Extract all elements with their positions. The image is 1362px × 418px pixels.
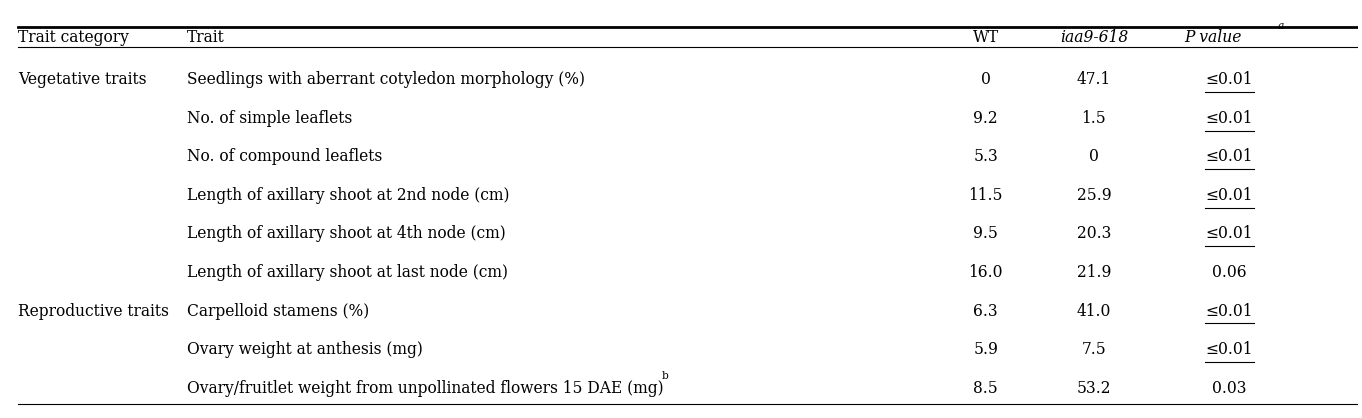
Text: 25.9: 25.9 [1076, 187, 1111, 204]
Text: P value: P value [1185, 29, 1242, 46]
Text: 0.06: 0.06 [1212, 264, 1246, 281]
Text: 47.1: 47.1 [1077, 71, 1111, 89]
Text: 9.2: 9.2 [974, 110, 998, 127]
Text: 0: 0 [1090, 148, 1099, 166]
Text: WT: WT [972, 29, 998, 46]
Text: ≤0.01: ≤0.01 [1205, 71, 1253, 89]
Text: Ovary weight at anthesis (mg): Ovary weight at anthesis (mg) [187, 341, 422, 358]
Text: 11.5: 11.5 [968, 187, 1002, 204]
Text: ≤0.01: ≤0.01 [1205, 225, 1253, 242]
Text: b: b [662, 371, 669, 381]
Text: 6.3: 6.3 [974, 303, 998, 319]
Text: 20.3: 20.3 [1077, 225, 1111, 242]
Text: Vegetative traits: Vegetative traits [18, 71, 146, 89]
Text: No. of simple leaflets: No. of simple leaflets [187, 110, 353, 127]
Text: iaa9-618: iaa9-618 [1060, 29, 1128, 46]
Text: Length of axillary shoot at 2nd node (cm): Length of axillary shoot at 2nd node (cm… [187, 187, 509, 204]
Text: ≤0.01: ≤0.01 [1205, 110, 1253, 127]
Text: Length of axillary shoot at 4th node (cm): Length of axillary shoot at 4th node (cm… [187, 225, 505, 242]
Text: 5.3: 5.3 [974, 148, 998, 166]
Text: 9.5: 9.5 [972, 225, 998, 242]
Text: ≤0.01: ≤0.01 [1205, 303, 1253, 319]
Text: Seedlings with aberrant cotyledon morphology (%): Seedlings with aberrant cotyledon morpho… [187, 71, 584, 89]
Text: Ovary/fruitlet weight from unpollinated flowers 15 DAE (mg): Ovary/fruitlet weight from unpollinated … [187, 380, 663, 397]
Text: 53.2: 53.2 [1076, 380, 1111, 397]
Text: 0: 0 [981, 71, 990, 89]
Text: 8.5: 8.5 [974, 380, 998, 397]
Text: 21.9: 21.9 [1077, 264, 1111, 281]
Text: No. of compound leaflets: No. of compound leaflets [187, 148, 383, 166]
Text: Carpelloid stamens (%): Carpelloid stamens (%) [187, 303, 369, 319]
Text: Reproductive traits: Reproductive traits [18, 303, 169, 319]
Text: ≤0.01: ≤0.01 [1205, 148, 1253, 166]
Text: 5.9: 5.9 [972, 341, 998, 358]
Text: 16.0: 16.0 [968, 264, 1002, 281]
Text: Length of axillary shoot at last node (cm): Length of axillary shoot at last node (c… [187, 264, 508, 281]
Text: 0.03: 0.03 [1212, 380, 1246, 397]
Text: Trait: Trait [187, 29, 225, 46]
Text: 41.0: 41.0 [1077, 303, 1111, 319]
Text: Trait category: Trait category [18, 29, 128, 46]
Text: 7.5: 7.5 [1081, 341, 1106, 358]
Text: ≤0.01: ≤0.01 [1205, 341, 1253, 358]
Text: ≤0.01: ≤0.01 [1205, 187, 1253, 204]
Text: a: a [1278, 21, 1284, 31]
Text: 1.5: 1.5 [1081, 110, 1106, 127]
